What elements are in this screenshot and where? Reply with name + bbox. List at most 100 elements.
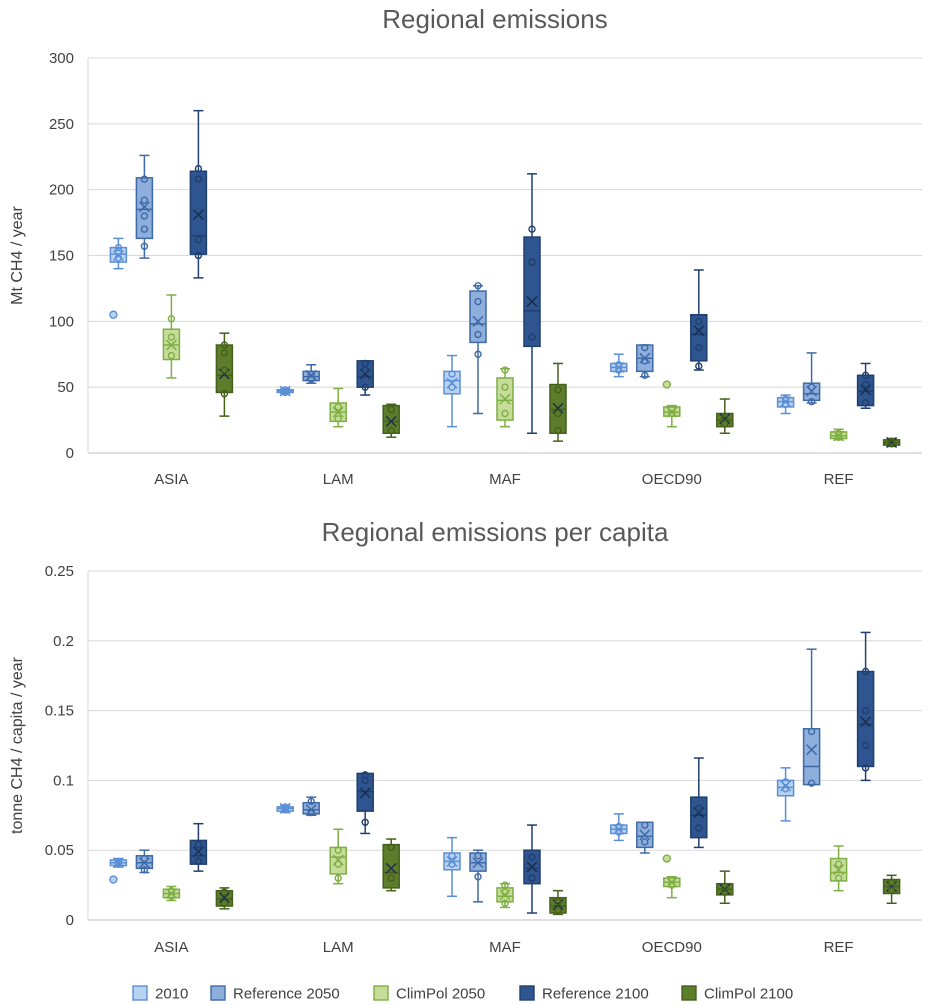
data-point [807, 383, 816, 391]
data-point [834, 429, 843, 437]
data-point [781, 400, 790, 408]
data-point [554, 898, 562, 906]
data-point [641, 838, 649, 846]
mean-marker [279, 802, 291, 814]
legend-swatch [373, 985, 389, 1001]
data-point [167, 315, 176, 323]
box-reference-2050-ref [802, 648, 821, 787]
mean-marker [860, 384, 872, 396]
data-point [140, 212, 149, 220]
box-iqr [856, 670, 875, 768]
box-climpol-2050-asia [162, 294, 181, 379]
box-2010-maf [443, 354, 461, 428]
mean-marker [552, 402, 564, 414]
box-climpol-2050-ref [829, 428, 848, 442]
data-point [834, 860, 843, 868]
box-climpol-2100-lam [382, 838, 400, 892]
y-axis-label: tonne CH4 / capita / year [9, 656, 26, 834]
data-point [668, 875, 676, 884]
mean-marker [526, 296, 538, 308]
data-point [334, 860, 342, 868]
y-axis-label: Mt CH4 / year [9, 205, 26, 304]
box-climpol-2050-maf [496, 881, 514, 909]
x-category-label: OECD90 [642, 939, 702, 956]
y-tick-label: 0.05 [45, 842, 74, 859]
mean-marker [472, 315, 484, 327]
data-point [140, 242, 149, 250]
box-reference-2100-oecd90 [690, 757, 708, 849]
legend-item-reference-2050: Reference 2050 [210, 985, 340, 1003]
x-category-label: MAF [489, 939, 521, 956]
data-point [887, 886, 896, 895]
box-reference-2050-asia [135, 154, 154, 259]
box-iqr [215, 344, 234, 394]
box-climpol-2100-oecd90 [716, 398, 734, 434]
data-point [781, 785, 790, 793]
data-point [140, 196, 149, 204]
box-climpol-2050-lam [329, 387, 347, 428]
box-reference-2100-lam [356, 771, 374, 835]
data-point [220, 390, 229, 398]
box-2010-ref [776, 394, 795, 415]
legend-label: ClimPol 2100 [704, 986, 793, 1003]
data-point [861, 741, 870, 750]
data-point [528, 874, 536, 882]
outlier-point [662, 380, 671, 389]
data-point [615, 822, 623, 831]
data-point [501, 881, 509, 889]
data-point [361, 359, 369, 368]
data-point [361, 383, 369, 391]
box-climpol-2100-maf [549, 362, 567, 442]
mean-marker [806, 744, 818, 756]
data-point [167, 351, 176, 360]
legend-label: 2010 [155, 986, 188, 1003]
data-point [474, 350, 482, 358]
mean-marker [719, 413, 731, 425]
data-point [807, 779, 816, 787]
data-point [887, 440, 896, 448]
data-point [528, 853, 536, 861]
data-point [194, 857, 203, 866]
box-reference-2100-asia [189, 109, 208, 279]
data-point [554, 906, 562, 914]
data-point [474, 852, 482, 860]
box-iqr [523, 236, 541, 348]
mean-marker [886, 436, 898, 448]
mean-marker [192, 846, 204, 858]
y-tick-label: 0.25 [45, 563, 74, 580]
box-reference-2100-ref [856, 362, 875, 409]
data-point [194, 251, 203, 260]
data-point [641, 357, 649, 365]
data-point [220, 341, 229, 349]
box-iqr [690, 796, 708, 839]
legend-item-climpol-2050: ClimPol 2050 [373, 985, 485, 1003]
data-point [554, 426, 562, 435]
data-point [167, 333, 176, 341]
data-point [307, 808, 315, 817]
box-reference-2050-maf [469, 282, 487, 415]
data-point [361, 771, 369, 779]
data-point [194, 164, 203, 173]
chart-title: Regional emissions per capita [322, 517, 669, 547]
box-climpol-2100-oecd90 [716, 870, 734, 904]
data-point [114, 857, 123, 866]
data-point [861, 399, 870, 407]
data-point [114, 247, 123, 256]
chart-title: Regional emissions [382, 4, 607, 34]
mean-marker [112, 857, 124, 869]
data-point [501, 888, 509, 896]
data-point [861, 764, 870, 772]
data-point [615, 361, 623, 369]
data-point [307, 375, 315, 383]
data-point [220, 888, 229, 896]
y-tick-label: 0 [66, 445, 74, 462]
data-point [861, 371, 870, 380]
data-point [807, 397, 816, 406]
box-climpol-2050-ref [829, 845, 848, 892]
y-tick-label: 150 [49, 248, 74, 265]
data-point [641, 821, 649, 829]
data-point [695, 317, 703, 326]
data-point [167, 886, 176, 895]
x-category-label: LAM [323, 471, 354, 488]
chart-regional-emissions: Regional emissions Mt CH4 / year 0 50 100 150… [9, 4, 922, 488]
